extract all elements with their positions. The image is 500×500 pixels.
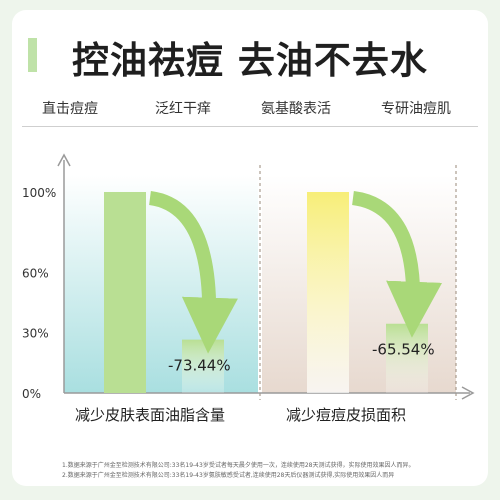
change-label: -65.54%	[372, 341, 435, 359]
y-tick-label: 30%	[22, 327, 49, 341]
change-label: -73.44%	[168, 357, 231, 375]
bar-before	[307, 192, 349, 393]
divider	[22, 126, 478, 127]
y-axis-arrow	[57, 153, 71, 167]
y-tick-label: 0%	[22, 387, 41, 401]
y-tick-label: 60%	[22, 266, 49, 280]
y-tick-label: 100%	[22, 186, 56, 200]
category-label: 减少皮肤表面油脂含量	[75, 406, 225, 424]
feature-item: 直击痘痘	[42, 101, 98, 117]
decrease-arrow	[148, 191, 238, 354]
footnote: 1.数据来源于广州金至检测技术有限公司:33名19-43岁受试者每天晨夕使用一次…	[62, 462, 415, 469]
x-axis-arrow	[461, 386, 475, 400]
headline: 控油祛痘 去油不去水	[72, 39, 428, 82]
feature-item: 泛红干痒	[155, 101, 211, 117]
category-label: 减少痘痘皮损面积	[286, 406, 406, 424]
panel-background	[64, 175, 258, 393]
footnote: 2.数据来源于广州金至检测技术有限公司:33名19-43岁氨肤敏感受试者,连续使…	[62, 472, 395, 479]
decrease-arrow	[351, 191, 443, 338]
feature-item: 氨基酸表活	[261, 101, 331, 117]
feature-item: 专研油痘肌	[381, 101, 451, 117]
headline-accent	[28, 38, 37, 72]
bar-before	[104, 192, 146, 393]
